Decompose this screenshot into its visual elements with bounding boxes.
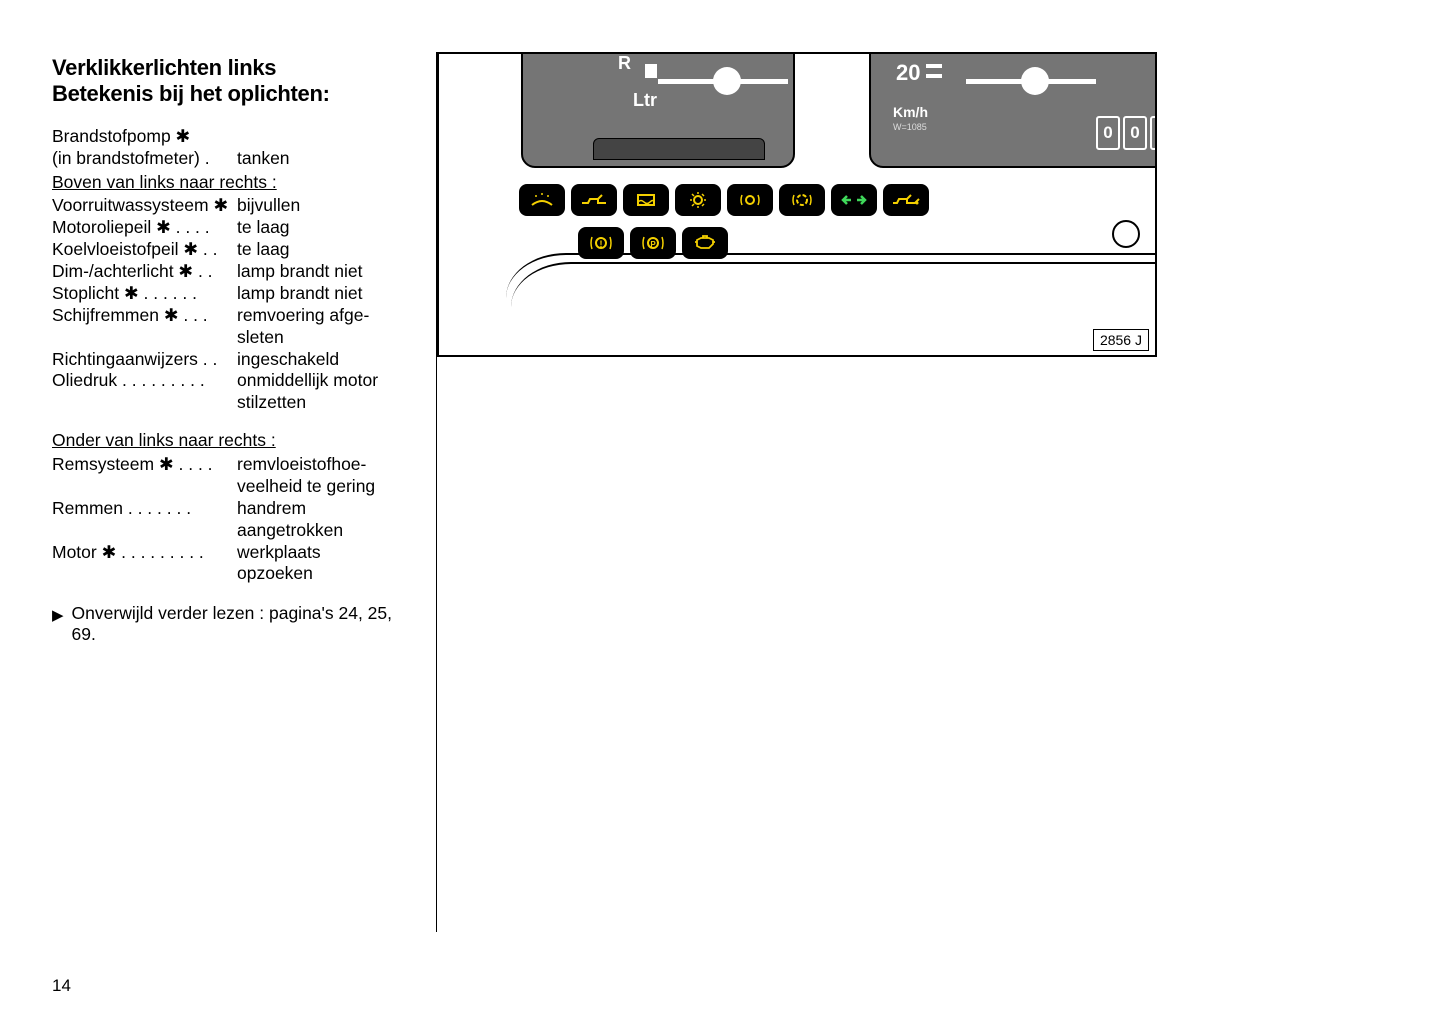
odometer-digit: 0 xyxy=(1150,116,1155,150)
item-value: opzoeken xyxy=(237,563,392,585)
warning-light-row-top xyxy=(519,184,929,216)
item-label: Dim-/achterlicht ✱ . . xyxy=(52,261,237,283)
svg-text:!: ! xyxy=(600,239,603,249)
item-value: aangetrokken xyxy=(237,520,392,542)
odometer-digit: 0 xyxy=(1123,116,1147,150)
oil-level-icon xyxy=(571,184,617,216)
item-value: stilzetten xyxy=(237,392,392,414)
item-value: remvoering afge- xyxy=(237,305,392,327)
brakepad-icon xyxy=(779,184,825,216)
gauge-r-label: R xyxy=(618,54,631,74)
definition-list: Brandstofpomp ✱ (in brandstofmeter) .tan… xyxy=(52,126,392,586)
item-value: bijvullen xyxy=(237,195,392,217)
dashboard-figure: R Ltr 20 Km/h W=1085 0 0 0 0 xyxy=(437,52,1157,357)
item-label xyxy=(52,392,237,414)
footnote: ▶ Onverwijld verder lezen : pagina's 24,… xyxy=(52,603,392,645)
item-label xyxy=(52,476,237,498)
item-value: sleten xyxy=(237,327,392,349)
item-value: handrem xyxy=(237,498,392,520)
figure-label: 2856 J xyxy=(1093,329,1149,351)
gauge-sub-label: W=1085 xyxy=(893,122,927,132)
odometer-digit: 0 xyxy=(1096,116,1120,150)
item-label: Schijfremmen ✱ . . . xyxy=(52,305,237,327)
item-value: te laag xyxy=(237,239,392,261)
item-label: Stoplicht ✱ . . . . . . xyxy=(52,283,237,305)
fuel-gauge: R Ltr xyxy=(521,54,795,168)
item-value: onmiddellijk motor xyxy=(237,370,392,392)
item-label: Richtingaanwijzers . . xyxy=(52,349,237,371)
stoplight-icon xyxy=(727,184,773,216)
item-value: werkplaats xyxy=(237,542,392,564)
item-label: Brandstofpomp ✱ xyxy=(52,126,237,148)
page-number: 14 xyxy=(52,976,71,996)
svg-text:P: P xyxy=(650,240,656,249)
item-label xyxy=(52,327,237,349)
item-value xyxy=(237,126,392,148)
coolant-icon xyxy=(623,184,669,216)
item-label: Remsysteem ✱ . . . . xyxy=(52,454,237,476)
item-label xyxy=(52,520,237,542)
light-icon xyxy=(675,184,721,216)
item-label: Oliedruk . . . . . . . . . xyxy=(52,370,237,392)
item-label: Voorruitwassysteem ✱ xyxy=(52,195,237,217)
page-title: Verklikkerlichten links Betekenis bij he… xyxy=(52,55,392,108)
item-label: Koelvloeistofpeil ✱ . . xyxy=(52,239,237,261)
gauge-unit-label: Km/h xyxy=(893,104,928,120)
turn-signal-icon xyxy=(831,184,877,216)
item-value: ingeschakeld xyxy=(237,349,392,371)
item-label xyxy=(52,563,237,585)
washer-icon xyxy=(519,184,565,216)
reset-knob xyxy=(1112,220,1140,248)
triangle-right-icon: ▶ xyxy=(52,606,64,645)
item-value: te laag xyxy=(237,217,392,239)
oil-pressure-icon xyxy=(883,184,929,216)
gauge-speed-label: 20 xyxy=(896,60,920,86)
section-heading: Boven van links naar rechts : xyxy=(52,172,392,194)
item-value: tanken xyxy=(237,148,392,170)
item-label: Motoroliepeil ✱ . . . . xyxy=(52,217,237,239)
item-label: (in brandstofmeter) . xyxy=(52,148,237,170)
item-value: remvloeistofhoe- xyxy=(237,454,392,476)
section-heading: Onder van links naar rechts : xyxy=(52,430,392,452)
item-value: lamp brandt niet xyxy=(237,283,392,305)
speed-gauge: 20 Km/h W=1085 0 0 0 0 xyxy=(869,54,1155,168)
gauge-ltr-label: Ltr xyxy=(633,90,657,111)
item-value: veelheid te gering xyxy=(237,476,392,498)
item-label: Motor ✱ . . . . . . . . . xyxy=(52,542,237,564)
odometer: 0 0 0 0 xyxy=(1096,116,1155,146)
item-label: Remmen . . . . . . . xyxy=(52,498,237,520)
item-value: lamp brandt niet xyxy=(237,261,392,283)
